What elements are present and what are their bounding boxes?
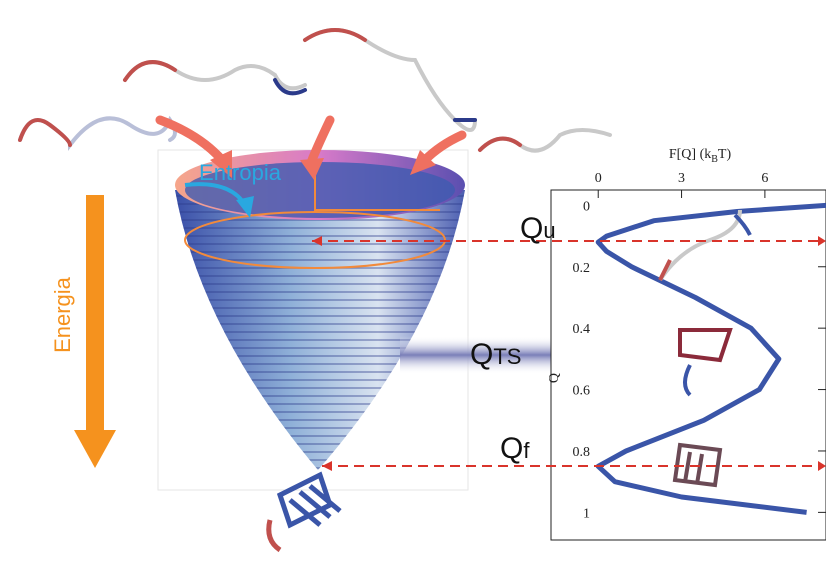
y-tick-label: 0.4	[573, 322, 591, 337]
qf-label: Qf	[500, 432, 530, 465]
y-tick-label: 1	[583, 506, 590, 521]
x-tick-label: 3	[678, 171, 685, 186]
entropy-label: Entropia	[199, 160, 282, 185]
x-tick-label: 0	[595, 171, 602, 186]
energy-arrow-head	[74, 430, 116, 468]
y-tick-label: 0	[583, 199, 590, 214]
x-tick-label: 6	[761, 171, 768, 186]
qu-label: Qu	[520, 212, 556, 245]
y-tick-label: 0.8	[573, 445, 591, 460]
figure: Entropia Energia F[Q] (kBT) Q 0 3 6 0 0.2 0.4…	[0, 0, 826, 566]
x-axis-label: F[Q] (kBT)	[669, 147, 732, 165]
y-axis-label: Q	[547, 373, 562, 383]
energy-label: Energia	[50, 276, 75, 353]
energy-arrow	[86, 195, 104, 435]
unfolded-chains	[20, 30, 610, 151]
y-tick-label: 0.6	[573, 384, 591, 399]
y-tick-label: 0.2	[573, 261, 591, 276]
